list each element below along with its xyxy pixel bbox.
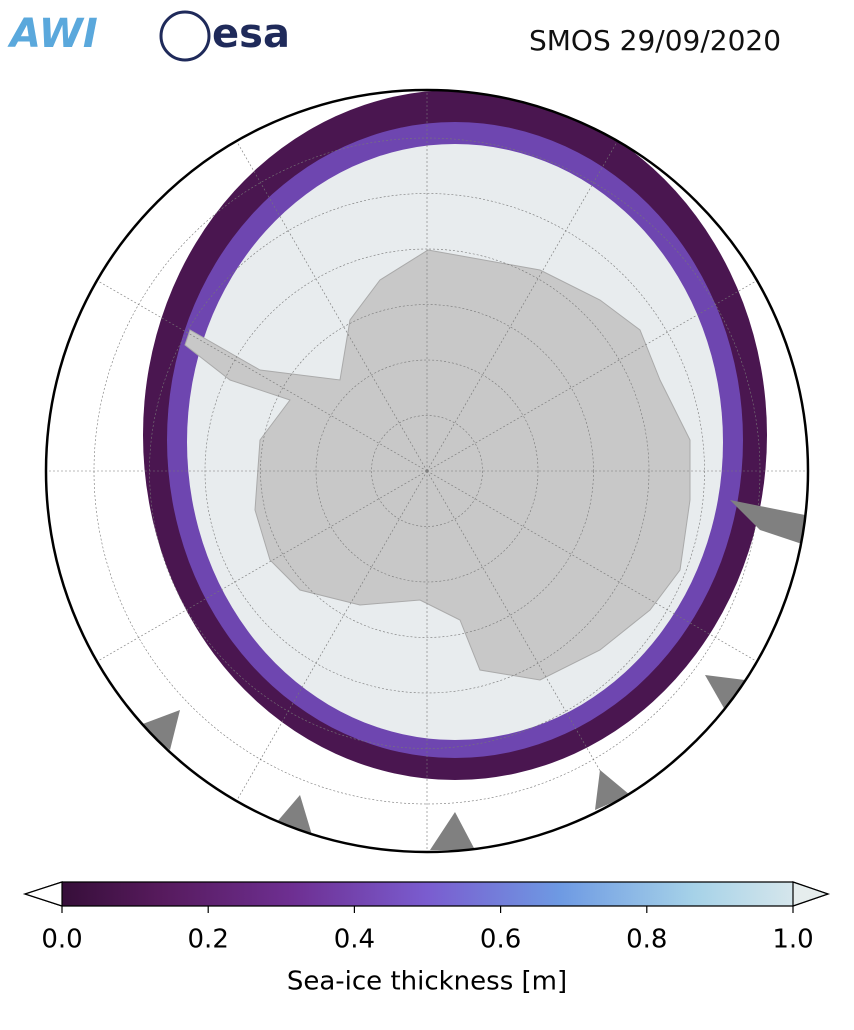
map-title: SMOS 29/09/2020: [529, 24, 781, 57]
colorbar-tick-label: 0.6: [480, 925, 521, 955]
awi-logo: AWI: [7, 11, 98, 57]
colorbar-under: [23, 881, 63, 907]
land: [705, 675, 745, 710]
land: [595, 770, 630, 810]
parallel: [371, 415, 483, 527]
colorbar-tick-label: 0.8: [626, 925, 667, 955]
colorbar-tick-label: 0.4: [334, 925, 375, 955]
meridian: [96, 280, 428, 472]
land: [730, 500, 805, 545]
colorbar-over: [792, 881, 830, 907]
colorbar-label: Sea-ice thickness [m]: [287, 967, 567, 997]
colorbar-tick-label: 0.0: [41, 925, 82, 955]
land: [430, 812, 475, 850]
map: [46, 90, 808, 852]
parallel: [315, 359, 539, 583]
meridian: [236, 140, 428, 472]
land: [140, 710, 180, 750]
graticule: [46, 90, 808, 852]
meridian: [96, 470, 428, 662]
parallel: [260, 304, 594, 638]
esa-logo: esa: [212, 11, 290, 57]
colorbar-tick-label: 0.2: [188, 925, 229, 955]
meridian: [236, 470, 428, 802]
esa-emblem: [159, 10, 211, 62]
meridian: [426, 470, 618, 802]
meridian: [426, 140, 618, 472]
map-frame: [44, 88, 810, 854]
meridian: [426, 470, 758, 662]
colorbar-body: [23, 881, 830, 907]
colorbar-tick-label: 1.0: [772, 925, 813, 955]
meridian: [426, 280, 758, 472]
colorbar: 0.0 0.2 0.4 0.6 0.8 1.0: [23, 881, 830, 955]
